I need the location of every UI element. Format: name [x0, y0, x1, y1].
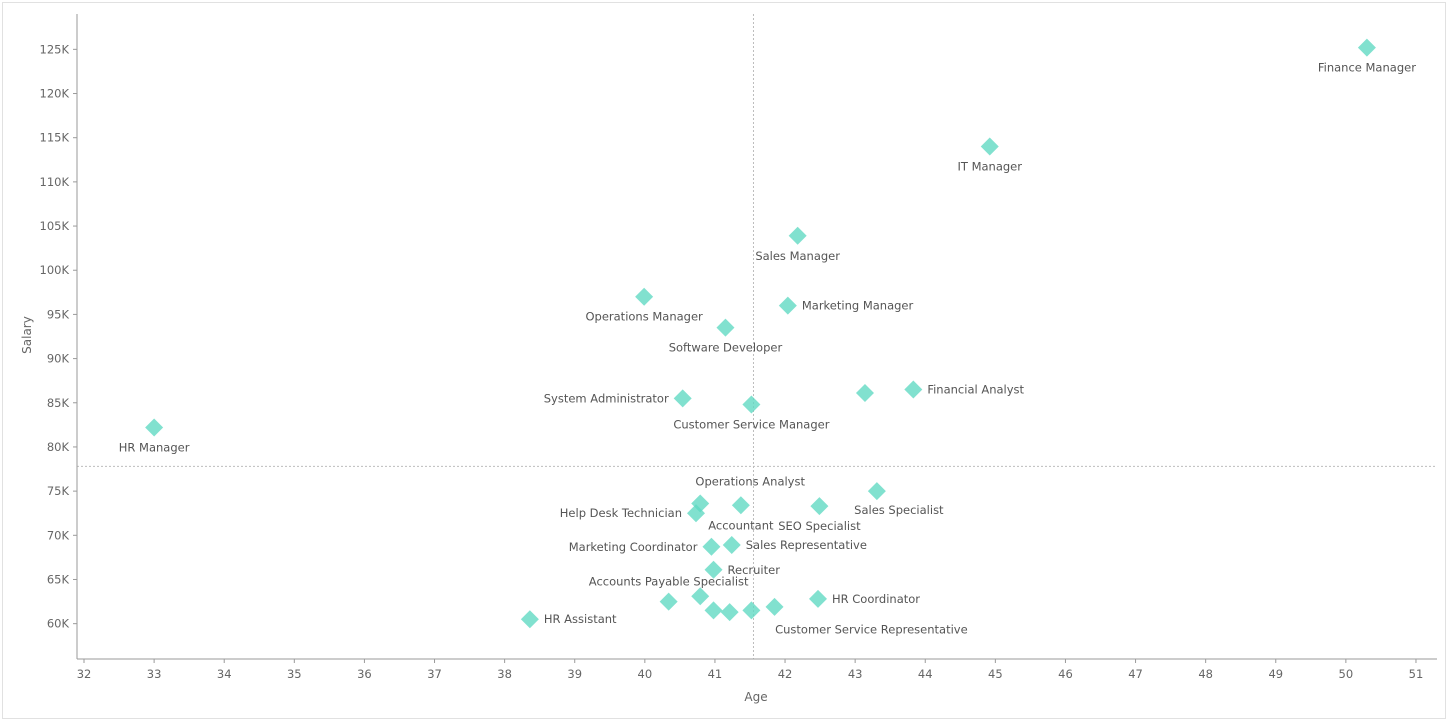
- point-label: Operations Manager: [585, 310, 703, 324]
- y-tick-label: 70K: [47, 528, 70, 542]
- x-tick-label: 46: [1058, 667, 1073, 681]
- y-axis-ticks: 60K 65K 70K 75K 80K 85K 90K 95K 100K 105K 110K 115K…: [40, 42, 77, 631]
- point-label: Accountant: [708, 518, 774, 532]
- data-point: [731, 496, 750, 515]
- point-label: Marketing Coordinator: [569, 540, 698, 554]
- x-tick-label: 39: [567, 667, 582, 681]
- y-tick-label: 120K: [40, 87, 70, 101]
- x-axis-title: Age: [744, 690, 767, 704]
- reference-lines: [77, 14, 1437, 659]
- y-tick-label: 95K: [47, 307, 70, 321]
- point-label: HR Manager: [119, 441, 190, 455]
- x-tick-label: 45: [988, 667, 1003, 681]
- x-tick-label: 36: [357, 667, 372, 681]
- point-label: HR Assistant: [544, 612, 617, 626]
- x-tick-label: 40: [638, 667, 653, 681]
- point-label: Recruiter: [728, 563, 781, 577]
- data-point: [673, 389, 692, 408]
- x-axis-ticks: 32 33 34 35 36 37 38 39 40 41 42 43 44 45 46 47 48 49 50 51: [77, 659, 1424, 681]
- data-point: [765, 597, 784, 616]
- point-label: Operations Analyst: [695, 474, 805, 488]
- data-point: [520, 610, 539, 629]
- x-tick-label: 48: [1198, 667, 1213, 681]
- point-label: Software Developer: [669, 341, 783, 355]
- data-point: [778, 296, 797, 315]
- data-point: [788, 226, 807, 245]
- data-point: [702, 537, 721, 556]
- x-tick-label: 33: [147, 667, 162, 681]
- point-label: Sales Manager: [755, 249, 840, 263]
- data-point: [687, 504, 706, 523]
- point-labels: Finance Manager IT Manager Sales Manager Ma…: [119, 61, 1416, 637]
- y-tick-label: 65K: [47, 572, 70, 586]
- point-label: Customer Service Representative: [775, 622, 968, 636]
- data-point: [635, 287, 654, 306]
- data-point: [904, 380, 923, 399]
- x-tick-label: 35: [287, 667, 302, 681]
- point-label: Financial Analyst: [927, 383, 1024, 397]
- data-point: [145, 418, 164, 437]
- data-point: [704, 601, 723, 620]
- data-point: [659, 592, 678, 611]
- y-tick-label: 100K: [40, 263, 70, 277]
- point-label: SEO Specialist: [778, 519, 861, 533]
- x-tick-label: 32: [77, 667, 92, 681]
- data-point: [980, 137, 999, 156]
- x-tick-label: 37: [427, 667, 442, 681]
- y-tick-label: 75K: [47, 484, 70, 498]
- y-tick-label: 90K: [47, 352, 70, 366]
- y-tick-label: 110K: [40, 175, 70, 189]
- y-tick-label: 60K: [47, 617, 70, 631]
- x-tick-label: 38: [497, 667, 512, 681]
- x-tick-label: 41: [708, 667, 723, 681]
- data-point: [867, 482, 886, 501]
- point-label: System Administrator: [544, 391, 669, 405]
- data-point: [720, 603, 739, 622]
- point-label: Customer Service Manager: [673, 418, 829, 432]
- point-label: IT Manager: [958, 160, 1023, 174]
- x-tick-label: 42: [778, 667, 793, 681]
- point-label: Sales Representative: [746, 538, 867, 552]
- x-tick-label: 50: [1339, 667, 1354, 681]
- data-point: [742, 601, 761, 620]
- data-point: [808, 589, 827, 608]
- data-points: [145, 38, 1376, 629]
- data-point: [855, 384, 874, 403]
- data-point: [1357, 38, 1376, 57]
- x-tick-label: 43: [848, 667, 863, 681]
- axes: [76, 14, 1437, 660]
- point-label: Help Desk Technician: [560, 506, 682, 520]
- data-point: [704, 560, 723, 579]
- x-tick-label: 44: [918, 667, 933, 681]
- data-point: [722, 536, 741, 555]
- data-point: [691, 587, 710, 606]
- y-tick-label: 115K: [40, 131, 70, 145]
- y-tick-label: 105K: [40, 219, 70, 233]
- x-tick-label: 51: [1409, 667, 1424, 681]
- point-label: Accounts Payable Specialist: [589, 575, 749, 589]
- y-tick-label: 125K: [40, 42, 70, 56]
- y-axis-title: Salary: [20, 316, 34, 354]
- x-tick-label: 49: [1268, 667, 1283, 681]
- point-label: Finance Manager: [1318, 61, 1416, 75]
- point-label: HR Coordinator: [832, 592, 920, 606]
- x-tick-label: 47: [1128, 667, 1143, 681]
- y-tick-label: 80K: [47, 440, 70, 454]
- data-point: [810, 497, 829, 516]
- point-label: Marketing Manager: [802, 299, 914, 313]
- point-label: Sales Specialist: [854, 503, 944, 517]
- data-point: [716, 318, 735, 337]
- x-tick-label: 34: [217, 667, 232, 681]
- y-tick-label: 85K: [47, 396, 70, 410]
- data-point: [742, 395, 761, 414]
